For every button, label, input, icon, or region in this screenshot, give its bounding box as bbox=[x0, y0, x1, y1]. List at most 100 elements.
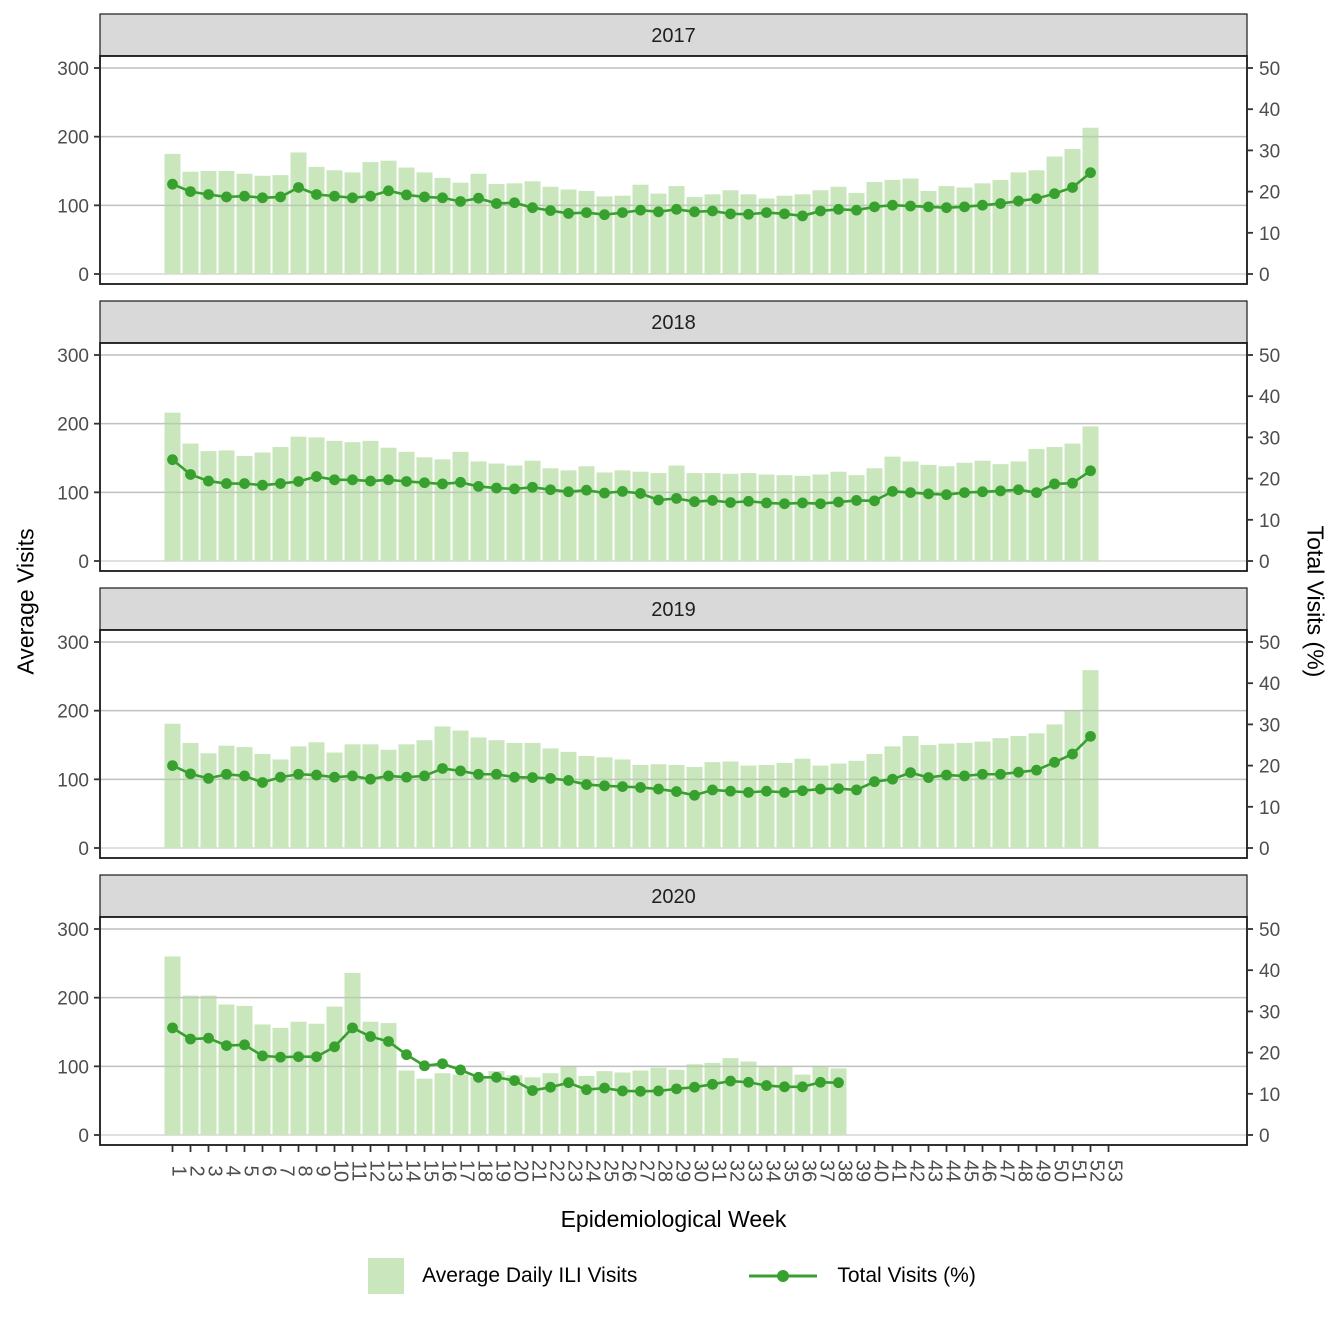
legend: Average Daily ILI Visits Total Visits (%… bbox=[0, 1258, 1344, 1294]
ili-bar-2019-w24 bbox=[578, 755, 595, 848]
y-left-tick-label-2019-300: 300 bbox=[57, 633, 89, 654]
total-visits-point-2017-w31 bbox=[707, 205, 718, 217]
x-tick-label-41: 41 bbox=[888, 1160, 910, 1182]
total-visits-point-2018-w3 bbox=[203, 475, 214, 487]
ili-bar-2019-w33 bbox=[740, 765, 757, 848]
ili-bar-2020-w12 bbox=[362, 1021, 379, 1135]
total-visits-point-2018-w32 bbox=[725, 497, 736, 508]
total-visits-point-2018-w47 bbox=[995, 485, 1006, 497]
total-visits-point-2017-w39 bbox=[851, 204, 862, 216]
ili-bar-2020-w32 bbox=[722, 1058, 739, 1135]
ili-bar-2017-w41 bbox=[884, 179, 901, 274]
total-visits-point-2019-w34 bbox=[761, 785, 772, 797]
ili-bar-2018-w41 bbox=[884, 456, 901, 561]
ili-bar-2018-w23 bbox=[560, 470, 577, 561]
total-visits-point-2020-w22 bbox=[545, 1081, 556, 1093]
total-visits-point-2017-w46 bbox=[977, 199, 988, 211]
total-visits-point-2018-w36 bbox=[797, 497, 808, 509]
ili-bar-2018-w19 bbox=[488, 463, 505, 561]
total-visits-point-2019-w40 bbox=[869, 776, 880, 788]
total-visits-point-2017-w1 bbox=[167, 178, 178, 190]
total-visits-point-2017-w47 bbox=[995, 198, 1006, 209]
facet-strip-label-2020: 2020 bbox=[651, 886, 696, 908]
total-visits-point-2017-w48 bbox=[1013, 195, 1024, 207]
total-visits-point-2018-w39 bbox=[851, 495, 862, 506]
total-visits-point-2018-w50 bbox=[1049, 478, 1060, 490]
ili-bar-2017-w37 bbox=[812, 190, 829, 274]
ili-bar-2017-w9 bbox=[308, 166, 325, 274]
total-visits-point-2020-w38 bbox=[833, 1077, 844, 1089]
total-visits-point-2020-w13 bbox=[383, 1036, 394, 1047]
x-tick-label-42: 42 bbox=[906, 1160, 928, 1182]
total-visits-point-2017-w27 bbox=[635, 204, 646, 216]
x-tick-label-25: 25 bbox=[600, 1160, 622, 1182]
total-visits-point-2017-w24 bbox=[581, 207, 592, 219]
ili-bar-2017-w22 bbox=[542, 186, 559, 274]
ili-bar-2018-w10 bbox=[326, 440, 343, 561]
ili-bar-2018-w28 bbox=[650, 473, 667, 561]
ili-bar-2018-w20 bbox=[506, 465, 523, 561]
ili-bar-2020-w14 bbox=[398, 1070, 415, 1135]
ili-bar-2019-w27 bbox=[632, 764, 649, 848]
total-visits-point-2018-w49 bbox=[1031, 487, 1042, 499]
total-visits-point-2018-w13 bbox=[383, 474, 394, 486]
legend-bar-label: Average Daily ILI Visits bbox=[422, 1264, 638, 1287]
ili-bar-2018-w50 bbox=[1046, 447, 1063, 561]
total-visits-point-2018-w2 bbox=[185, 469, 196, 480]
bar-swatch-icon bbox=[368, 1258, 405, 1294]
ili-bar-2018-w29 bbox=[668, 465, 685, 561]
x-tick-label-35: 35 bbox=[780, 1160, 802, 1182]
ili-bar-2018-w39 bbox=[848, 475, 865, 561]
ili-bar-2019-w29 bbox=[668, 764, 685, 848]
total-visits-point-2019-w12 bbox=[365, 773, 376, 785]
total-visits-point-2017-w20 bbox=[509, 197, 520, 209]
y-right-tick-label-2019-10: 10 bbox=[1259, 798, 1280, 819]
ili-bar-2018-w3 bbox=[200, 451, 217, 561]
ili-bar-2019-w7 bbox=[272, 759, 289, 848]
x-tick-label-11: 11 bbox=[348, 1161, 370, 1182]
ili-bar-2018-w8 bbox=[290, 436, 307, 561]
panel-border-2017 bbox=[99, 55, 1248, 285]
total-visits-point-2020-w17 bbox=[455, 1064, 466, 1076]
ili-bar-2019-w1 bbox=[164, 723, 181, 848]
x-tick-label-1: 1 bbox=[168, 1165, 190, 1176]
ili-bar-2019-w13 bbox=[380, 749, 397, 848]
total-visits-point-2017-w7 bbox=[275, 191, 286, 203]
ili-bar-2019-w49 bbox=[1028, 733, 1045, 848]
total-visits-point-2019-w35 bbox=[779, 786, 790, 798]
x-tick-label-45: 45 bbox=[960, 1160, 982, 1182]
total-visits-point-2017-w5 bbox=[239, 190, 250, 202]
ili-bar-2018-w21 bbox=[524, 460, 541, 561]
total-visits-point-2018-w46 bbox=[977, 486, 988, 498]
y-left-tick-label-2019-200: 200 bbox=[57, 702, 89, 723]
ili-bar-2019-w45 bbox=[956, 742, 973, 848]
total-visits-point-2019-w23 bbox=[563, 775, 574, 786]
total-visits-point-2018-w43 bbox=[923, 488, 934, 500]
ili-bar-2018-w38 bbox=[830, 471, 847, 561]
ili-bar-2019-w52 bbox=[1082, 670, 1099, 848]
ili-bar-2017-w18 bbox=[470, 173, 487, 274]
total-visits-point-2019-w3 bbox=[203, 772, 214, 784]
total-visits-point-2019-w8 bbox=[293, 768, 304, 780]
ili-bar-2020-w7 bbox=[272, 1027, 289, 1135]
ili-bar-2017-w21 bbox=[524, 181, 541, 274]
ili-bar-2017-w13 bbox=[380, 160, 397, 274]
ili-bar-2019-w37 bbox=[812, 765, 829, 848]
ili-bar-2020-w30 bbox=[686, 1064, 703, 1135]
ili-bar-2020-w8 bbox=[290, 1021, 307, 1135]
total-visits-point-2019-w39 bbox=[851, 784, 862, 796]
ili-bar-2017-w6 bbox=[254, 175, 271, 274]
total-visits-point-2017-w11 bbox=[347, 192, 358, 204]
x-tick-label-52: 52 bbox=[1086, 1160, 1108, 1182]
total-visits-point-2019-w28 bbox=[653, 783, 664, 795]
total-visits-point-2019-w37 bbox=[815, 783, 826, 795]
ili-bar-2019-w39 bbox=[848, 760, 865, 848]
ili-bar-2020-w15 bbox=[416, 1078, 433, 1135]
ili-bar-2019-w40 bbox=[866, 753, 883, 848]
ili-bar-2019-w32 bbox=[722, 761, 739, 848]
ili-bar-2018-w2 bbox=[182, 443, 199, 561]
total-visits-point-2018-w5 bbox=[239, 478, 250, 489]
total-visits-point-2017-w37 bbox=[815, 205, 826, 217]
ili-bar-2019-w35 bbox=[776, 762, 793, 848]
